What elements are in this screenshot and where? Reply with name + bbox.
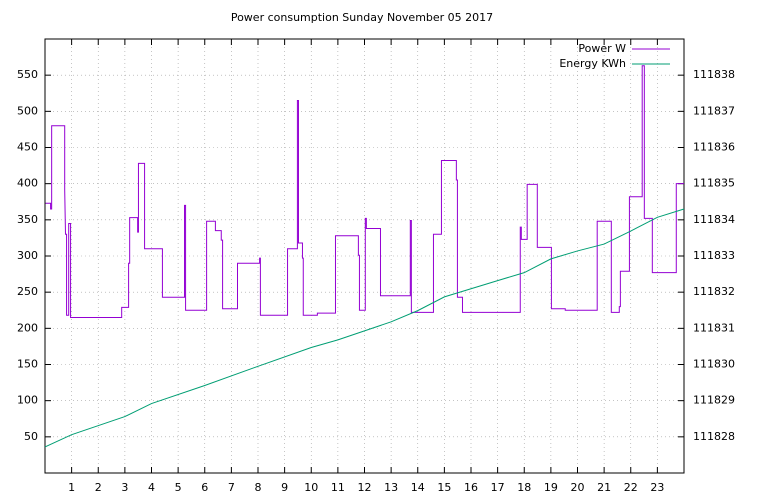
y2-tick-label: 111830 <box>693 358 735 371</box>
x-tick-label: 17 <box>491 481 505 494</box>
y2-tick-label: 111828 <box>693 430 735 443</box>
legend-label: Energy KWh <box>559 57 626 70</box>
x-tick-label: 6 <box>201 481 208 494</box>
x-tick-label: 14 <box>411 481 425 494</box>
legend-label: Power W <box>578 42 626 55</box>
y-tick-label: 200 <box>17 321 38 334</box>
x-tick-label: 22 <box>624 481 638 494</box>
x-tick-label: 2 <box>95 481 102 494</box>
x-tick-label: 3 <box>121 481 128 494</box>
x-tick-label: 11 <box>331 481 345 494</box>
y-tick-label: 300 <box>17 249 38 262</box>
x-tick-label: 21 <box>597 481 611 494</box>
x-tick-label: 16 <box>464 481 478 494</box>
y2-tick-label: 111838 <box>693 68 735 81</box>
x-tick-label: 9 <box>281 481 288 494</box>
y-tick-label: 350 <box>17 213 38 226</box>
y2-tick-label: 111833 <box>693 249 735 262</box>
y2-tick-label: 111837 <box>693 104 735 117</box>
y2-tick-label: 111829 <box>693 394 735 407</box>
x-tick-label: 8 <box>255 481 262 494</box>
y2-tick-label: 111831 <box>693 321 735 334</box>
x-tick-label: 12 <box>358 481 372 494</box>
x-tick-label: 5 <box>175 481 182 494</box>
chart-title: Power consumption Sunday November 05 201… <box>231 11 493 24</box>
y-tick-label: 150 <box>17 358 38 371</box>
y-tick-label: 400 <box>17 177 38 190</box>
series-line <box>45 65 684 318</box>
y-tick-label: 100 <box>17 394 38 407</box>
x-tick-label: 20 <box>571 481 585 494</box>
y-tick-label: 500 <box>17 104 38 117</box>
y2-tick-label: 111836 <box>693 141 735 154</box>
y2-tick-label: 111832 <box>693 285 735 298</box>
x-tick-label: 15 <box>437 481 451 494</box>
x-tick-label: 19 <box>544 481 558 494</box>
y-tick-label: 450 <box>17 141 38 154</box>
x-tick-label: 23 <box>650 481 664 494</box>
plot-border <box>44 38 685 474</box>
x-tick-label: 10 <box>304 481 318 494</box>
y-tick-label: 50 <box>24 430 38 443</box>
x-tick-label: 7 <box>228 481 235 494</box>
x-tick-label: 13 <box>384 481 398 494</box>
y-tick-label: 550 <box>17 68 38 81</box>
x-tick-label: 18 <box>517 481 531 494</box>
y2-tick-label: 111834 <box>693 213 735 226</box>
y-tick-label: 250 <box>17 285 38 298</box>
y2-tick-label: 111835 <box>693 177 735 190</box>
series-line <box>44 208 685 448</box>
x-tick-label: 4 <box>148 481 155 494</box>
x-tick-label: 1 <box>68 481 75 494</box>
